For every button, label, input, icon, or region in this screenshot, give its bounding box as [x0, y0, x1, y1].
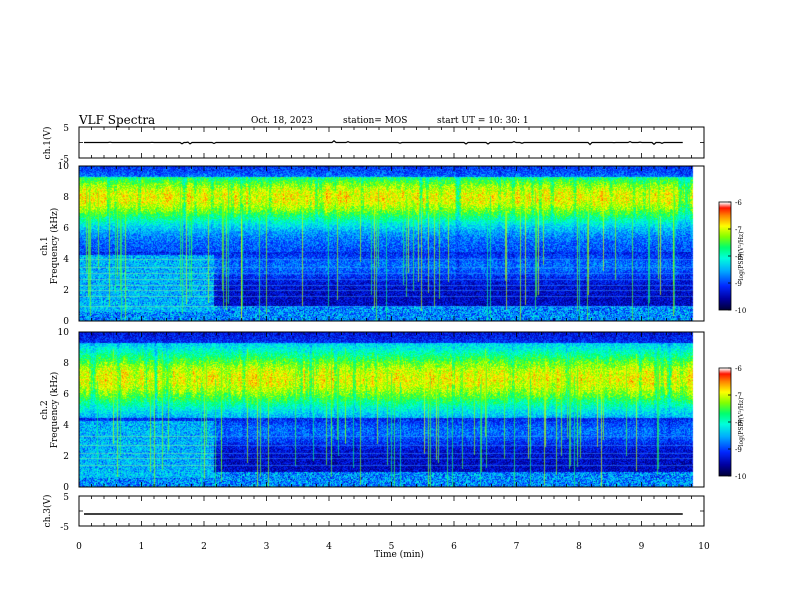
ch1-spectrogram-image [79, 166, 704, 321]
xaxis-label: Time (min) [374, 549, 424, 560]
colorbar-label: log(PSD)(V²/Hz) [738, 398, 745, 447]
y-tick-label: 0 [63, 317, 69, 327]
x-tick-label: 5 [389, 542, 395, 552]
ch2-spec-ylabel: Frequency (kHz) [49, 372, 60, 449]
ch1-spec-ylabel: Frequency (kHz) [49, 208, 60, 285]
colorbar-tick-label: -8 [735, 253, 742, 261]
figure-title: VLF Spectra [78, 113, 155, 127]
colorbar-tick-label: -9 [735, 446, 742, 454]
colorbar-tick-label: -6 [735, 365, 742, 373]
x-tick-label: 9 [639, 542, 645, 552]
time-axis: 0 1 2 3 4 5 6 7 8 9 10 [76, 127, 710, 552]
ch3-ytick-top: 5 [63, 493, 69, 503]
colorbar-label: log(PSD)(V²/Hz) [738, 232, 745, 281]
colorbar-tick-label: -10 [735, 473, 746, 481]
colorbar-tick-label: -10 [735, 307, 746, 315]
y-tick-label: 8 [63, 359, 69, 369]
x-tick-label: 4 [326, 542, 332, 552]
station-label: station= MOS [343, 116, 407, 126]
x-tick-label: 1 [139, 542, 145, 552]
start-time-label: start UT = 10: 30: 1 [437, 116, 529, 126]
x-tick-label: 6 [451, 542, 457, 552]
colorbar-tick-label: -6 [735, 199, 742, 207]
ch1-spec-ylabel-channel: ch.1 [40, 236, 50, 255]
x-tick-label: 2 [201, 542, 207, 552]
ch2-spectrogram-panel: ch.2 Frequency (kHz) 0 2 4 6 8 10 -6 -7 -8 -9 -10… [40, 328, 746, 493]
ch1-ytick-bottom: -5 [60, 155, 69, 165]
y-tick-label: 10 [58, 328, 70, 338]
y-tick-label: 8 [63, 193, 69, 203]
colorbar-tick-label: -7 [735, 226, 742, 234]
y-tick-label: 2 [63, 286, 69, 296]
colorbar-tick-label: -8 [735, 419, 742, 427]
ch3-ylabel: ch.3(V) [42, 495, 53, 528]
colorbar-tick-label: -9 [735, 280, 742, 288]
y-tick-label: 6 [63, 224, 69, 234]
waveform-trace [84, 140, 683, 146]
x-tick-label: 10 [698, 542, 710, 552]
date-label: Oct. 18, 2023 [251, 116, 313, 126]
ch2-spec-ylabel-channel: ch.2 [40, 400, 50, 419]
x-tick-label: 7 [514, 542, 520, 552]
ch1-ylabel: ch.1(V) [42, 127, 53, 160]
ch1-spectrogram-panel: ch.1 Frequency (kHz) 0 2 4 6 8 10 -6 -7 -8 -9 -10… [40, 162, 746, 327]
y-tick-label: 10 [58, 162, 70, 172]
x-tick-label: 8 [576, 542, 582, 552]
colorbar-tick-label: -7 [735, 392, 742, 400]
y-tick-label: 4 [63, 421, 69, 431]
x-tick-label: 0 [76, 542, 82, 552]
y-tick-label: 2 [63, 452, 69, 462]
y-tick-label: 0 [63, 483, 69, 493]
ch1-ytick-top: 5 [63, 124, 69, 134]
y-tick-label: 6 [63, 390, 69, 400]
x-tick-label: 3 [264, 542, 270, 552]
ch2-spectrogram-image [79, 332, 704, 487]
ch3-ytick-bottom: -5 [60, 523, 69, 533]
y-tick-label: 4 [63, 255, 69, 265]
